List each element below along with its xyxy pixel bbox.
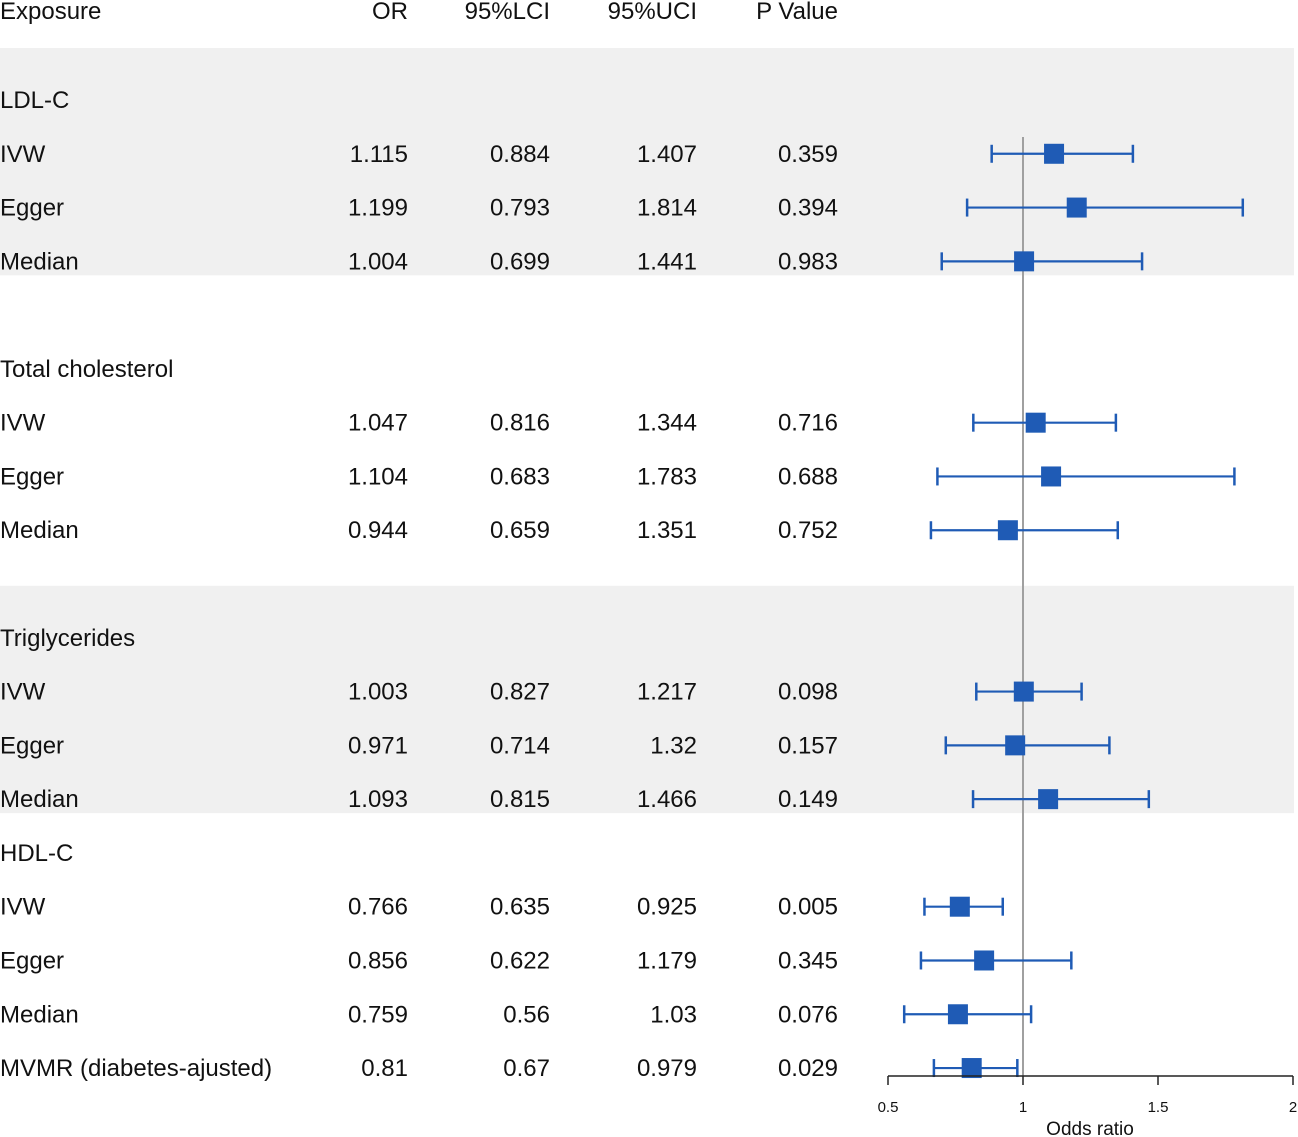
method-label: Median [0, 248, 79, 275]
uci-value: 1.407 [637, 141, 697, 168]
p-value: 0.752 [778, 517, 838, 544]
tick-label: 2 [1289, 1099, 1297, 1116]
lci-value: 0.793 [490, 195, 550, 222]
p-value: 0.983 [778, 248, 838, 275]
or-value: 1.115 [350, 141, 408, 168]
p-value: 0.157 [778, 732, 838, 759]
or-value: 1.003 [348, 679, 408, 706]
lci-value: 0.635 [490, 894, 550, 921]
point-estimate [1013, 681, 1034, 702]
lci-value: 0.659 [490, 517, 550, 544]
uci-value: 0.925 [637, 894, 697, 921]
uci-value: 1.351 [637, 517, 697, 544]
point-estimate [1044, 143, 1065, 164]
method-label: IVW [0, 679, 46, 706]
point-estimate [1038, 789, 1059, 810]
section-band [0, 48, 1294, 276]
lci-value: 0.816 [490, 410, 550, 437]
lci-value: 0.827 [490, 679, 550, 706]
point-estimate [1041, 466, 1062, 487]
lci-value: 0.56 [503, 1001, 550, 1028]
p-value: 0.345 [778, 947, 838, 974]
method-label: IVW [0, 894, 46, 921]
lci-value: 0.714 [490, 732, 550, 759]
column-header-0: Exposure [0, 0, 101, 25]
section-label: Triglycerides [0, 625, 135, 652]
column-header-3: 95%UCI [608, 0, 697, 25]
point-estimate [1014, 251, 1035, 272]
p-value: 0.716 [778, 410, 838, 437]
method-label: Egger [0, 732, 64, 759]
or-value: 0.944 [348, 517, 408, 544]
column-header-4: P Value [756, 0, 838, 25]
p-value: 0.394 [778, 195, 838, 222]
method-label: Median [0, 1001, 79, 1028]
method-label: MVMR (diabetes-ajusted) [0, 1055, 272, 1082]
uci-value: 1.344 [637, 410, 697, 437]
p-value: 0.029 [778, 1055, 838, 1082]
uci-value: 1.814 [637, 195, 697, 222]
uci-value: 1.441 [637, 248, 697, 275]
p-value: 0.359 [778, 141, 838, 168]
lci-value: 0.884 [490, 141, 550, 168]
method-label: Median [0, 517, 79, 544]
column-header-1: OR [372, 0, 408, 25]
method-label: Median [0, 786, 79, 813]
or-value: 1.199 [348, 195, 408, 222]
uci-value: 1.217 [637, 679, 697, 706]
point-estimate [974, 950, 995, 971]
tick-label: 1 [1019, 1099, 1027, 1116]
uci-value: 1.783 [637, 463, 697, 490]
point-estimate [1005, 735, 1026, 756]
or-value: 0.759 [348, 1001, 408, 1028]
or-value: 1.093 [348, 786, 408, 813]
method-label: IVW [0, 410, 46, 437]
or-value: 1.047 [348, 410, 408, 437]
point-estimate [961, 1058, 982, 1079]
point-estimate [949, 896, 970, 917]
section-label: HDL-C [0, 840, 73, 867]
tick-label: 1.5 [1148, 1099, 1169, 1116]
uci-value: 1.03 [650, 1001, 697, 1028]
uci-value: 0.979 [637, 1055, 697, 1082]
or-value: 0.81 [361, 1055, 408, 1082]
point-estimate [1066, 197, 1087, 218]
lci-value: 0.815 [490, 786, 550, 813]
or-value: 1.004 [348, 248, 408, 275]
p-value: 0.098 [778, 679, 838, 706]
uci-value: 1.466 [637, 786, 697, 813]
p-value: 0.005 [778, 894, 838, 921]
or-value: 0.766 [348, 894, 408, 921]
or-value: 0.971 [348, 732, 408, 759]
p-value: 0.149 [778, 786, 838, 813]
lci-value: 0.67 [503, 1055, 550, 1082]
tick-label: 0.5 [878, 1099, 899, 1116]
section-label: LDL-C [0, 87, 69, 114]
or-value: 1.104 [348, 463, 408, 490]
uci-value: 1.32 [650, 732, 697, 759]
section-label: Total cholesterol [0, 356, 173, 383]
x-axis: 0.5 1 1.5 2 Odds ratio [878, 1075, 1297, 1137]
p-value: 0.076 [778, 1001, 838, 1028]
p-value: 0.688 [778, 463, 838, 490]
point-estimate [1025, 412, 1046, 433]
method-label: Egger [0, 195, 64, 222]
uci-value: 1.179 [637, 947, 697, 974]
lci-value: 0.699 [490, 248, 550, 275]
lci-value: 0.683 [490, 463, 550, 490]
x-axis-label: Odds ratio [1046, 1119, 1134, 1137]
section-band [0, 585, 1294, 814]
method-label: Egger [0, 947, 64, 974]
lci-value: 0.622 [490, 947, 550, 974]
or-value: 0.856 [348, 947, 408, 974]
method-label: IVW [0, 141, 46, 168]
column-header-2: 95%LCI [465, 0, 550, 25]
point-estimate [997, 520, 1018, 541]
method-label: Egger [0, 463, 64, 490]
point-estimate [947, 1004, 968, 1025]
